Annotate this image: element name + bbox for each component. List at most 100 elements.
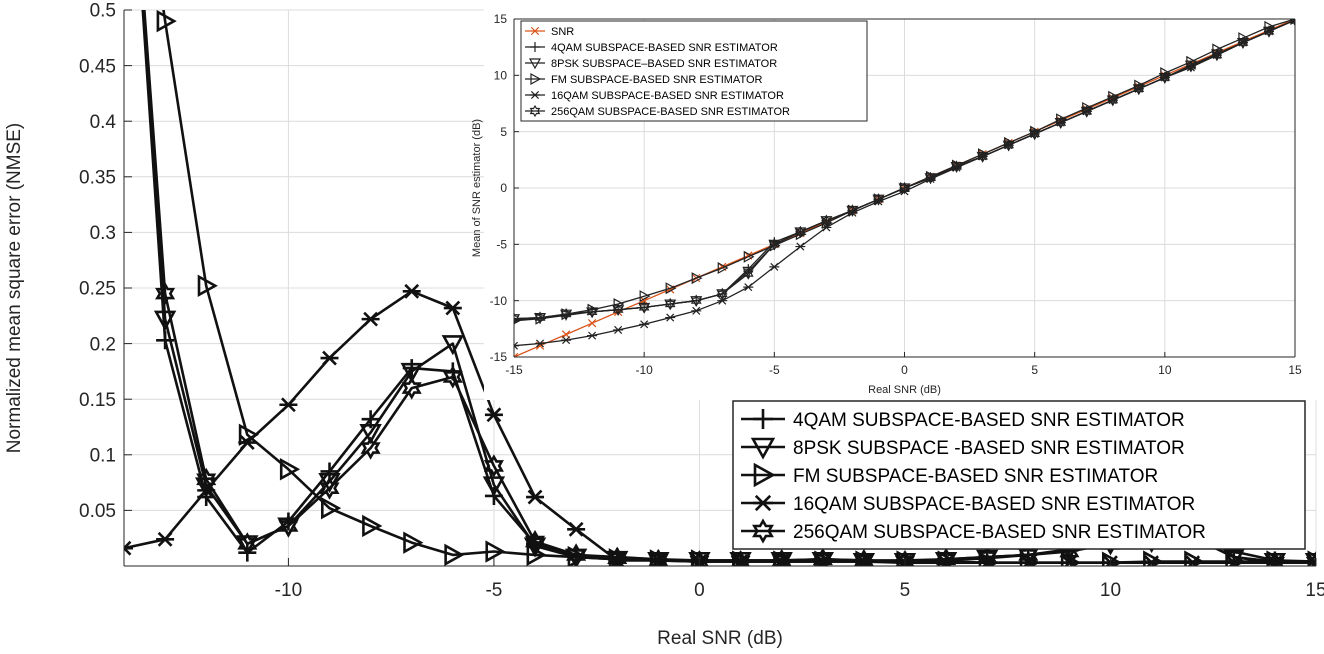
inset-point-4-6 [665, 313, 676, 322]
inset-x-tick-label-4: 5 [1031, 363, 1038, 377]
inset-point-0-0 [514, 352, 519, 357]
inset-x-tick-label-2: -5 [769, 363, 780, 377]
inset-point-3-6 [665, 282, 677, 295]
inset-legend: SNR 4QAM SUBSPACE-BASED SNR ESTIMATOR 8PSK… [520, 20, 868, 122]
main-point-4-14 [689, 550, 710, 566]
main-point-4-20 [936, 547, 957, 566]
main-point-3-9 [484, 407, 503, 423]
inset-point-5-13 [847, 204, 858, 217]
main-point-1-8 [441, 335, 465, 356]
main-point-1-7 [400, 362, 423, 384]
inset-series-group [514, 19, 1295, 357]
inset-point-3-29 [1264, 20, 1276, 33]
inset-point-3-25 [1160, 67, 1172, 80]
inset-point-5-7 [690, 294, 702, 307]
main-point-3-6 [361, 311, 380, 327]
inset-point-5-29 [1263, 25, 1275, 38]
inset-legend-label-0: SNR [551, 26, 574, 38]
main-y-tick-label-9: 0.5 [90, 1, 116, 22]
inset-point-5-5 [638, 301, 650, 314]
main-axes: -10 -5 0 5 10 15 0.05 0.1 0.15 0.2 0.25 0.3 0.35 0.4 0… [4, 1, 1324, 649]
main-point-2-8 [444, 543, 465, 566]
inset-point-5-15 [899, 181, 910, 195]
main-point-2-4 [279, 458, 301, 481]
main-x-tick-label-4: 10 [1100, 580, 1121, 601]
inset-point-5-8 [716, 287, 728, 301]
main-y-tick-label-8: 0.45 [79, 56, 116, 77]
inset-x-tick-label-0: -15 [505, 363, 523, 377]
main-point-1-6 [359, 424, 382, 445]
inset-point-5-11 [794, 225, 806, 239]
main-point-4-7 [401, 376, 422, 400]
main-legend-label-0: 4QAM SUBSPACE-BASED SNR ESTIMATOR [793, 410, 1185, 431]
main-y-tick-label-6: 0.35 [79, 167, 116, 188]
inset-legend-label-4: 16QAM SUBSPACE-BASED SNR ESTIMATOR [551, 90, 784, 102]
main-point-4-8 [442, 365, 463, 389]
inset-series-line-5 [514, 19, 1295, 320]
main-legend-marker-1 [750, 437, 776, 460]
inset-point-5-12 [821, 214, 832, 227]
main-x-tick-label-0: -10 [275, 580, 302, 601]
inset-point-2-9 [742, 266, 755, 278]
main-point-4-5 [319, 476, 340, 500]
main-point-4-9 [483, 454, 504, 478]
inset-legend-label-1: 4QAM SUBSPACE-BASED SNR ESTIMATOR [551, 42, 778, 54]
main-point-3-8 [443, 300, 462, 316]
main-point-3-3 [238, 435, 257, 450]
main-point-1-1 [153, 310, 177, 331]
inset-y-tick-label-0: -15 [490, 350, 508, 364]
inset-point-5-21 [1055, 116, 1067, 129]
inset-point-0-3 [587, 319, 597, 328]
main-x-axis-label: Real SNR (dB) [657, 628, 783, 649]
main-y-tick-label-5: 0.3 [90, 223, 116, 244]
main-point-4-1 [155, 282, 176, 306]
main-point-4-11 [566, 543, 587, 566]
inset-point-3-28 [1238, 32, 1250, 45]
main-point-3-5 [320, 350, 339, 366]
main-point-1-9 [482, 476, 506, 497]
main-point-3-11 [567, 521, 586, 537]
inset-y-tick-label-5: 10 [494, 69, 508, 83]
inset-x-axis-label: Real SNR (dB) [868, 384, 941, 396]
inset-point-4-2 [561, 336, 572, 345]
main-x-tick-label-3: 5 [900, 580, 911, 601]
main-point-4-27 [1223, 545, 1244, 566]
main-series-group [124, 10, 1316, 566]
inset-point-5-9 [742, 267, 754, 280]
inset-point-4-0 [514, 341, 519, 350]
inset-point-4-7 [691, 306, 702, 315]
inset-y-tick-label-4: 5 [500, 125, 507, 139]
inset-point-5-10 [768, 238, 780, 251]
inset-point-4-12 [821, 223, 832, 232]
inset-point-5-26 [1185, 60, 1197, 73]
inset-point-5-0 [514, 312, 520, 325]
main-legend-marker-2 [753, 462, 776, 488]
main-point-3-0 [124, 540, 133, 556]
main-point-2-2 [197, 274, 218, 297]
main-legend-label-4: 256QAM SUBSPACE-BASED SNR ESTIMATOR [793, 522, 1206, 543]
inset-legend-label-5: 256QAM SUBSPACE-BASED SNR ESTIMATOR [551, 106, 790, 118]
inset-point-5-24 [1133, 82, 1145, 96]
inset-chart: -15 -10 -5 0 5 10 15 -15 -10 -5 0 5 10 15 Real SNR (dB… [471, 0, 1324, 400]
main-point-4-21 [977, 545, 998, 566]
inset-point-5-2 [560, 308, 572, 321]
inset-legend-marker-2 [528, 58, 542, 70]
inset-point-5-6 [664, 297, 676, 311]
main-point-4-18 [853, 548, 874, 566]
inset-point-5-27 [1211, 48, 1223, 62]
inset-point-5-18 [977, 150, 988, 163]
inset-point-3-8 [717, 261, 729, 275]
inset-point-5-16 [925, 171, 936, 185]
main-y-tick-label-0: 0.05 [79, 501, 116, 522]
inset-x-tick-label-6: 15 [1288, 363, 1302, 377]
inset-y-tick-label-3: 0 [500, 181, 507, 195]
main-point-2-3 [238, 423, 259, 446]
inset-legend-box [520, 20, 868, 122]
inset-y-tick-label-6: 15 [494, 12, 508, 26]
inset-x-tick-label-5: 10 [1158, 363, 1172, 377]
main-point-2-6 [362, 514, 383, 538]
main-point-4-19 [895, 550, 916, 566]
inset-point-3-7 [691, 272, 703, 285]
main-legend: 4QAM SUBSPACE-BASED SNR ESTIMATOR 8PSK SU… [732, 400, 1306, 550]
